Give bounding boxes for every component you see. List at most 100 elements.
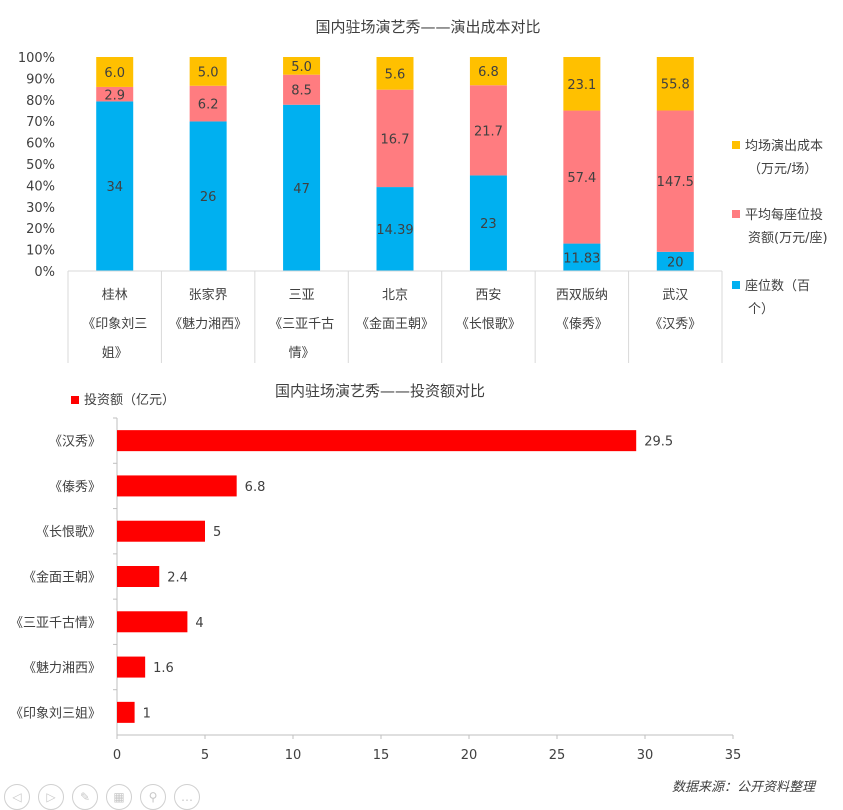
bar-segment: [96, 86, 134, 102]
bar-segment: [656, 57, 694, 111]
data-label: 5.6: [385, 67, 406, 82]
data-label: 29.5: [644, 435, 673, 450]
category-label: 《印象刘三姐》: [10, 706, 101, 721]
data-label: 2.9: [104, 88, 125, 103]
next-icon[interactable]: ▷: [38, 784, 64, 810]
category-label: 《魅力湘西》: [169, 317, 247, 332]
category-label: 《傣秀》: [49, 480, 101, 495]
category-label: 《长恨歌》: [36, 525, 101, 540]
category-label: 《汉秀》: [49, 435, 101, 450]
bar-segment: [376, 57, 414, 90]
bar-segment: [96, 101, 134, 271]
bar-segment: [189, 57, 227, 86]
more-icon[interactable]: …: [174, 784, 200, 810]
bar-segment: [189, 121, 227, 271]
data-label: 57.4: [567, 171, 596, 186]
bar: [117, 611, 188, 633]
category-label: 西双版纳: [556, 288, 608, 303]
category-label: 《长恨歌》: [456, 317, 521, 332]
data-label: 55.8: [661, 78, 690, 93]
legend-swatch: [732, 141, 740, 149]
bar: [117, 566, 160, 587]
bar-segment: [469, 57, 507, 86]
data-label: 8.5: [291, 84, 312, 99]
legend-swatch: [71, 396, 79, 404]
chart-title: 国内驻场演艺秀——演出成本对比: [315, 18, 540, 36]
bar-segment: [283, 104, 321, 271]
x-tick-label: 30: [637, 748, 654, 763]
data-label: 14.39: [376, 223, 413, 238]
category-label: 《金面王朝》: [356, 316, 434, 332]
data-label: 4: [195, 616, 203, 631]
data-label: 5.0: [198, 65, 219, 80]
bar-segment: [189, 85, 227, 122]
cost-comparison-chart: 国内驻场演艺秀——演出成本对比 0% 10% 20% 30% 40% 50% 60% 70% 80…: [18, 18, 828, 363]
x-tick-label: 5: [201, 748, 209, 763]
bar: [117, 475, 237, 497]
data-label: 23: [480, 217, 497, 232]
y-tick-label: 60%: [26, 137, 55, 152]
y-tick-label: 80%: [26, 94, 55, 109]
legend-label: 平均每座位投: [745, 207, 823, 223]
chart-title: 国内驻场演艺秀——投资额对比: [275, 382, 485, 400]
bar-segment: [283, 74, 321, 105]
bar: [117, 701, 135, 723]
y-tick-label: 40%: [26, 179, 55, 194]
slides-icon[interactable]: ▦: [106, 784, 132, 810]
bar-segment: [656, 251, 694, 271]
bar: [117, 430, 637, 452]
category-label: 桂林: [102, 288, 128, 303]
bar-segment: [656, 110, 694, 252]
bar: [117, 656, 146, 678]
y-tick-label: 50%: [26, 158, 55, 173]
data-label: 23.1: [567, 78, 596, 93]
data-label: 20: [667, 255, 684, 270]
data-label: 6.0: [104, 66, 125, 81]
category-label: 姐》: [102, 346, 128, 361]
data-label: 6.8: [245, 480, 266, 495]
data-label: 34: [106, 180, 123, 195]
x-tick-label: 10: [285, 748, 302, 763]
category-label: 《金面王朝》: [23, 570, 101, 586]
data-label: 5: [213, 525, 221, 540]
bar-segment: [563, 110, 601, 244]
data-label: 6.2: [198, 98, 219, 113]
category-label: 《傣秀》: [556, 317, 608, 332]
category-label: 武汉: [662, 288, 688, 303]
category-label: 北京: [382, 288, 408, 303]
bar: [117, 520, 205, 542]
zoom-icon[interactable]: ⚲: [140, 784, 166, 810]
bar-segment: [469, 85, 507, 176]
bar-segment: [376, 89, 414, 188]
legend-label: 投资额（亿元）: [84, 392, 175, 408]
category-label: 《魅力湘西》: [23, 661, 101, 676]
legend-label: 资额(万元/座): [748, 231, 828, 246]
x-tick-label: 15: [373, 748, 390, 763]
data-label: 1.6: [153, 661, 174, 676]
prev-icon[interactable]: ◁: [4, 784, 30, 810]
legend-label: 个）: [748, 302, 774, 317]
x-tick-label: 20: [461, 748, 478, 763]
data-label: 1: [143, 706, 151, 721]
data-label: 2.4: [167, 571, 188, 586]
slide-toolbar: ◁ ▷ ✎ ▦ ⚲ …: [4, 784, 200, 810]
legend-label: 座位数（百: [745, 279, 810, 294]
bar-segment: [563, 57, 601, 111]
y-tick-label: 90%: [26, 72, 55, 87]
y-tick-label: 100%: [18, 51, 55, 66]
data-label: 26: [200, 190, 217, 205]
x-tick-label: 0: [113, 748, 121, 763]
category-label: 情》: [289, 346, 315, 361]
y-tick-label: 10%: [26, 244, 55, 259]
x-tick-label: 35: [725, 748, 742, 763]
category-label: 西安: [475, 288, 501, 303]
data-label: 47: [293, 182, 310, 197]
bar-segment: [563, 243, 601, 271]
data-label: 16.7: [381, 132, 410, 147]
x-tick-label: 25: [549, 748, 566, 763]
bar-segment: [283, 57, 321, 75]
pen-icon[interactable]: ✎: [72, 784, 98, 810]
y-tick-label: 30%: [26, 201, 55, 216]
category-label: 张家界: [189, 287, 228, 303]
